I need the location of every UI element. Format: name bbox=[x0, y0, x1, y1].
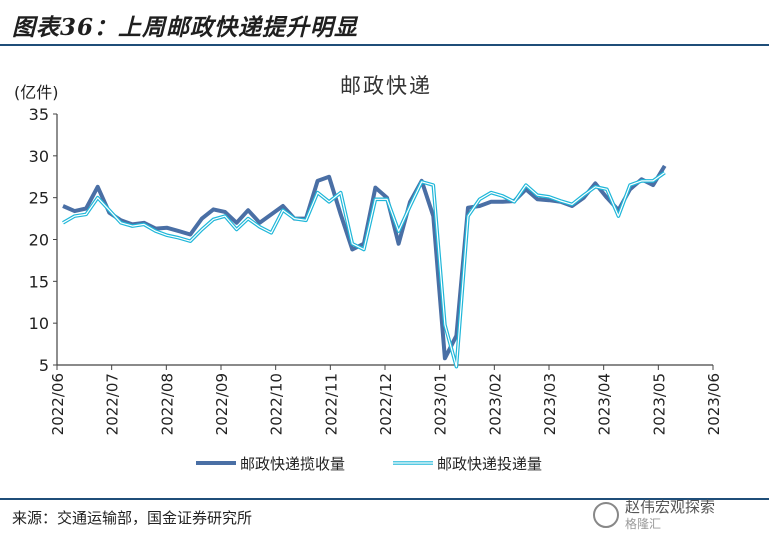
x-tick-label: 2022/09 bbox=[213, 373, 231, 435]
series-lines bbox=[62, 164, 667, 369]
y-tick-label: 15 bbox=[29, 272, 49, 291]
x-tick-label: 2023/05 bbox=[650, 373, 668, 435]
x-tick-label: 2022/10 bbox=[268, 373, 286, 435]
bottom-rule bbox=[0, 498, 769, 500]
line-chart: 邮政快递 (亿件) 5 10 15 20 25 30 35 2022/06 2022/07 202… bbox=[14, 74, 723, 473]
y-axis-label: (亿件) bbox=[14, 83, 59, 102]
figure-title: 图表36：上周邮政快递提升明显 bbox=[12, 14, 359, 41]
series-line-outline bbox=[62, 171, 666, 369]
x-tick-label: 2023/06 bbox=[705, 373, 723, 435]
x-tick-label: 2022/08 bbox=[158, 373, 176, 435]
y-tick-label: 35 bbox=[29, 105, 49, 124]
legend: 邮政快递揽收量 邮政快递投递量 bbox=[196, 455, 542, 473]
axes bbox=[53, 113, 714, 370]
legend-label: 邮政快递投递量 bbox=[437, 455, 542, 473]
x-tick-label: 2022/12 bbox=[377, 373, 395, 435]
x-tick-label: 2023/01 bbox=[432, 373, 450, 435]
tick-labels: 5 10 15 20 25 30 35 2022/06 2022/07 2022/08 2022/0… bbox=[29, 105, 723, 435]
chart-title: 邮政快递 bbox=[340, 74, 432, 98]
series-line bbox=[62, 164, 667, 361]
y-tick-label: 25 bbox=[29, 189, 49, 208]
x-tick-label: 2022/07 bbox=[104, 373, 122, 435]
y-tick-label: 20 bbox=[29, 231, 49, 250]
wechat-icon bbox=[593, 502, 619, 528]
x-tick-label: 2023/02 bbox=[486, 373, 504, 435]
watermark-sub: 格隆汇 bbox=[625, 517, 662, 531]
y-tick-label: 30 bbox=[29, 147, 49, 166]
source-note: 来源：交通运输部，国金证券研究所 bbox=[12, 509, 253, 527]
watermark-name: 赵伟宏观探索 bbox=[625, 498, 716, 516]
x-tick-label: 2023/04 bbox=[596, 373, 614, 435]
y-tick-label: 5 bbox=[39, 356, 49, 375]
x-tick-label: 2023/03 bbox=[541, 373, 559, 435]
x-tick-label: 2022/06 bbox=[49, 373, 67, 435]
series-line-inner bbox=[62, 172, 666, 368]
top-rule bbox=[0, 44, 769, 46]
y-tick-label: 10 bbox=[29, 314, 49, 333]
legend-label: 邮政快递揽收量 bbox=[240, 455, 345, 473]
x-tick-label: 2022/11 bbox=[322, 373, 340, 435]
watermark: 赵伟宏观探索 格隆汇 bbox=[591, 494, 761, 534]
